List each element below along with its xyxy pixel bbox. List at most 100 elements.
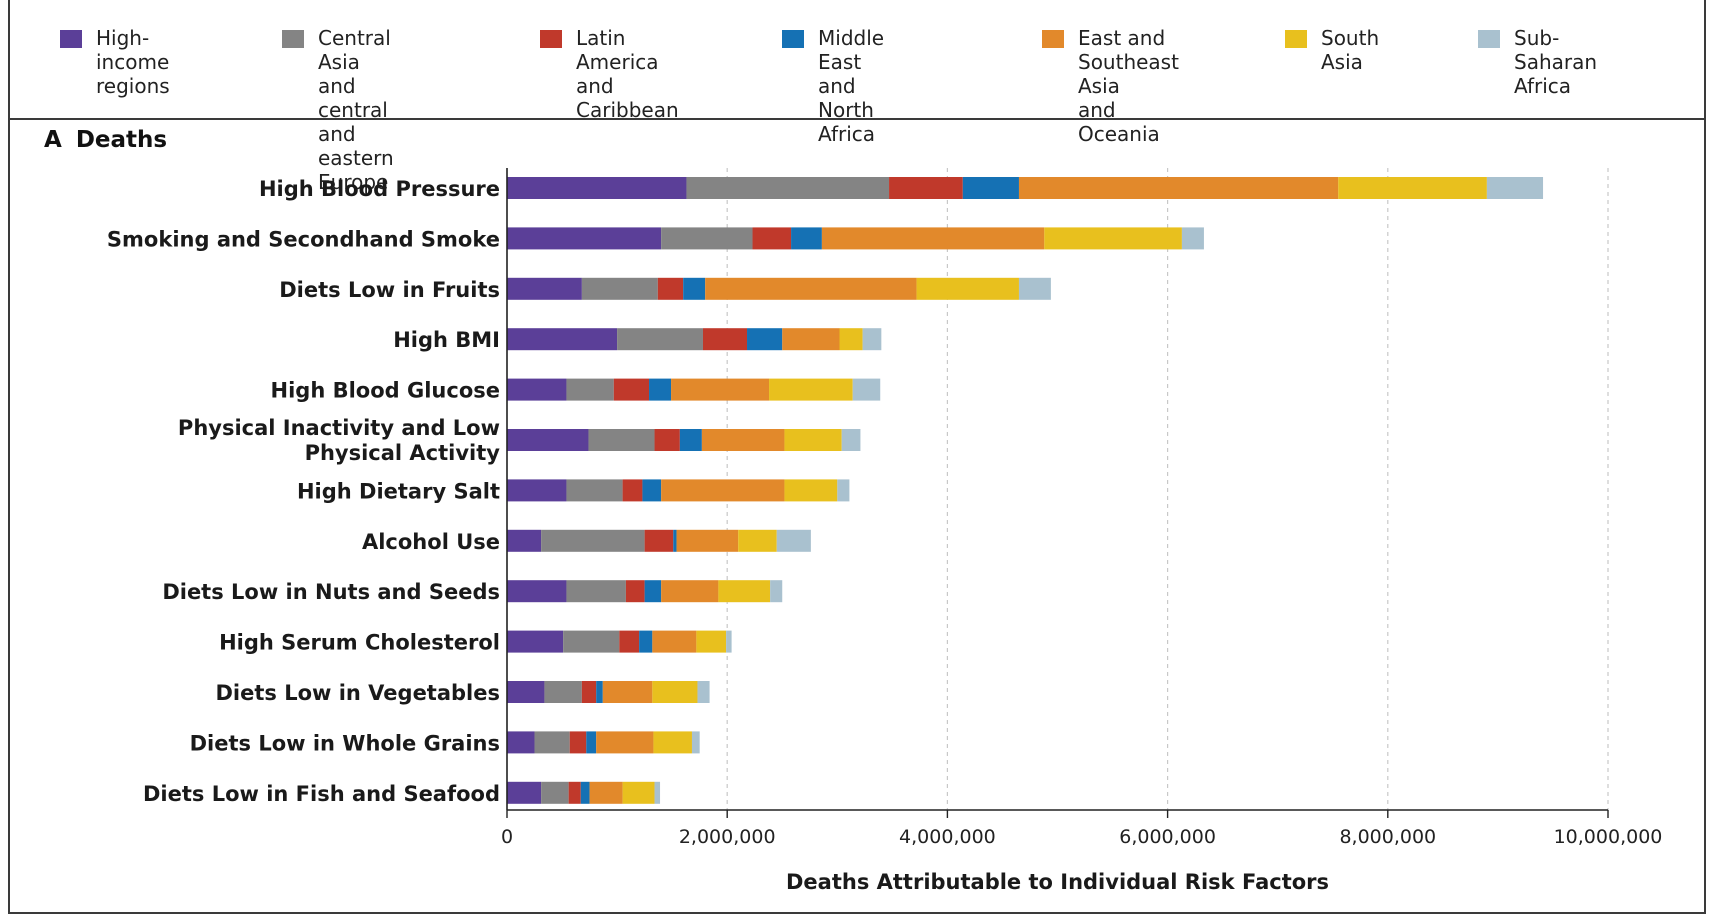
bar-segment [507, 378, 567, 401]
bar-segment [589, 781, 623, 804]
category-label: High Blood Pressure [259, 177, 500, 201]
legend-swatch [782, 30, 804, 48]
bar-segment [566, 479, 623, 502]
bar-segment [889, 177, 963, 199]
x-tick-label: 8,000,000 [1339, 826, 1436, 848]
x-tick-label: 4,000,000 [899, 826, 996, 848]
legend-label: Middle East and North Africa [818, 26, 885, 146]
bar-segment [507, 479, 567, 502]
bar-segment [839, 328, 863, 351]
bar-segment [507, 580, 567, 603]
bar-segment [841, 429, 861, 451]
bar-segment [791, 227, 822, 250]
bar-segment [726, 630, 732, 653]
bar-segment [683, 277, 706, 300]
bar-segment [862, 328, 882, 351]
legend-swatch [60, 30, 82, 48]
legend-label: South Asia [1321, 26, 1380, 74]
bar-segment [622, 781, 655, 804]
bar-segment [625, 580, 645, 603]
category-label: Physical Inactivity and Low Physical Acti… [178, 416, 500, 465]
bar-segment [691, 731, 700, 754]
bar-segment [821, 227, 1045, 250]
bar-segment [696, 630, 727, 653]
bar-segment [566, 580, 626, 603]
bar-segment [784, 479, 838, 502]
bar-segment [661, 479, 785, 502]
bar-segment [602, 681, 653, 703]
legend-label: East and Southeast Asia and Oceania [1078, 26, 1179, 146]
figure-frame: High-income regions Central Asia and cent… [8, 0, 1706, 914]
bar-segment [1018, 277, 1051, 300]
bar-segment [673, 529, 677, 552]
category-label: Diets Low in Fish and Seafood [143, 782, 500, 806]
bar-segment [622, 479, 643, 502]
bar-segment [770, 580, 783, 603]
category-label: Diets Low in Fruits [279, 278, 500, 302]
bar-segment [580, 781, 590, 804]
bar-segment [639, 630, 653, 653]
category-label: High BMI [393, 328, 500, 352]
category-label: Diets Low in Nuts and Seeds [162, 580, 500, 604]
category-label: High Serum Cholesterol [219, 631, 500, 655]
bar-segment [563, 630, 620, 653]
category-label-line: Smoking and Secondhand Smoke [107, 227, 500, 251]
bar-segment [679, 429, 702, 451]
legend-label: Latin America and Caribbean [576, 26, 679, 122]
bar-segment [507, 630, 564, 653]
bar-segment [644, 529, 674, 552]
bar-segment [507, 529, 542, 552]
bar-segment [752, 227, 792, 250]
bar-segment [652, 681, 698, 703]
bar-segment [784, 429, 842, 451]
bar-segment [507, 781, 542, 804]
bar-segment [837, 479, 850, 502]
category-label-line: Diets Low in Fruits [279, 278, 500, 302]
category-label-line: Diets Low in Vegetables [215, 681, 500, 705]
bar-segment [776, 529, 811, 552]
bar-segment [852, 378, 881, 401]
category-label: Diets Low in Whole Grains [190, 731, 500, 755]
bar-segment [705, 277, 917, 300]
category-label-line: High Serum Cholesterol [219, 631, 500, 655]
bar-segment [569, 731, 587, 754]
x-tick-label: 0 [501, 826, 513, 848]
bar-segment [586, 731, 597, 754]
bar-segment [617, 328, 703, 351]
x-tick-label: 6,000,000 [1119, 826, 1216, 848]
bar-segment [642, 479, 662, 502]
category-label-line: High BMI [393, 328, 500, 352]
bar-segment [654, 429, 680, 451]
legend-swatch [282, 30, 304, 48]
category-label: Smoking and Secondhand Smoke [107, 227, 500, 251]
bar-segment [747, 328, 783, 351]
bar-segment [1181, 227, 1204, 250]
bar-segment [652, 630, 697, 653]
legend-swatch [1285, 30, 1307, 48]
x-tick-label: 10,000,000 [1554, 826, 1663, 848]
legend-label: Sub-Saharan Africa [1514, 26, 1598, 98]
bar-segment [596, 681, 603, 703]
category-label-line: Diets Low in Nuts and Seeds [162, 580, 500, 604]
bar-segment [1338, 177, 1487, 199]
category-label: Diets Low in Vegetables [215, 681, 500, 705]
bar-segment [581, 277, 658, 300]
bar-segment [507, 227, 662, 250]
x-tick-label: 2,000,000 [679, 826, 776, 848]
bar-segment [649, 378, 672, 401]
bar-segment [507, 681, 545, 703]
bar-segment [541, 781, 569, 804]
legend-label: Central Asia and central and eastern Eur… [318, 26, 394, 194]
bar-segment [701, 429, 785, 451]
bar-segment [544, 681, 582, 703]
legend-swatch [540, 30, 562, 48]
bar-segment [1018, 177, 1339, 199]
bar-segment [686, 177, 890, 199]
category-label-line: High Blood Pressure [259, 177, 500, 201]
bar-segment [507, 328, 618, 351]
bar-segment [619, 630, 640, 653]
bar-segment [1486, 177, 1544, 199]
bar-segment [541, 529, 645, 552]
category-label-line: Alcohol Use [362, 530, 500, 554]
bar-segment [962, 177, 1019, 199]
